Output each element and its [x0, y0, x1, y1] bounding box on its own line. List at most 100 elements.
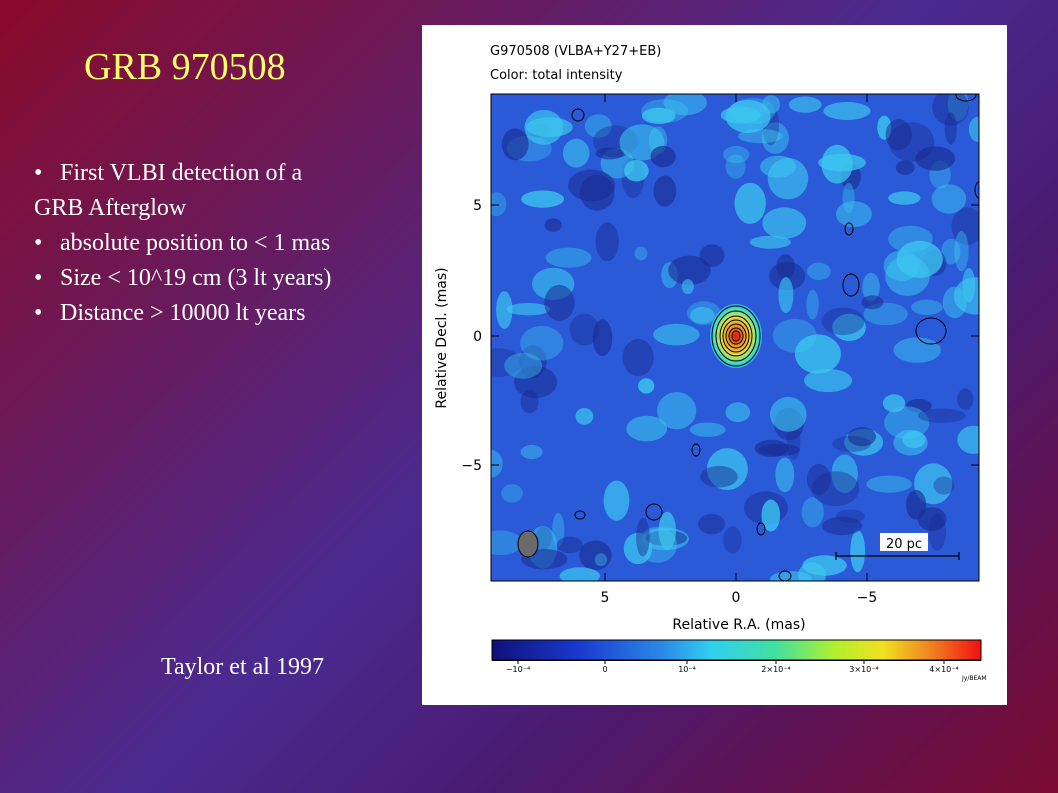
- noise-blob: [725, 154, 746, 179]
- noise-blob: [885, 255, 930, 296]
- contour: [955, 94, 977, 102]
- intensity-map: 20 pc: [491, 94, 979, 581]
- bullet-list: • First VLBI detection of a GRB Afterglow…: [34, 156, 414, 331]
- noise-blob: [954, 230, 969, 272]
- noise-blob: [519, 345, 547, 378]
- noise-blob: [723, 146, 750, 164]
- noise-blob: [584, 114, 612, 138]
- noise-blob: [491, 192, 507, 217]
- y-tick-label: 5: [473, 198, 482, 214]
- colorbar-tick-label: −10⁻⁴: [506, 665, 530, 674]
- noise-blob: [690, 307, 715, 324]
- noise-blob: [821, 307, 865, 336]
- noise-blob: [822, 516, 863, 536]
- contour: [719, 315, 753, 357]
- contour: [842, 273, 860, 297]
- noise-blob: [866, 475, 912, 493]
- figure-header-1: G970508 (VLBA+Y27+EB): [490, 44, 661, 59]
- noise-blob: [636, 517, 650, 557]
- noise-blob: [918, 408, 966, 423]
- source-halo: [710, 304, 762, 368]
- y-axis-label: Relative Decl. (mas): [434, 267, 450, 408]
- radio-map-svg: G970508 (VLBA+Y27+EB) Color: total inten…: [434, 44, 987, 682]
- contour: [844, 222, 854, 236]
- noise-blob: [928, 513, 946, 551]
- noise-blob: [884, 406, 930, 440]
- x-tick-label: 5: [601, 590, 610, 606]
- noise-blob: [915, 146, 956, 171]
- contour: [574, 510, 586, 520]
- noise-blob: [556, 536, 583, 554]
- noise-blob: [520, 325, 564, 361]
- noise-blob: [882, 394, 906, 413]
- noise-blob: [491, 530, 523, 555]
- noise-blob: [725, 402, 751, 423]
- contour: [722, 319, 750, 353]
- noise-blob: [968, 116, 979, 143]
- bullet-item: • absolute position to < 1 mas: [34, 226, 414, 261]
- noise-blob: [767, 157, 809, 200]
- noise-blob: [520, 444, 543, 460]
- noise-blob: [861, 295, 884, 310]
- noise-blob: [953, 277, 979, 315]
- noise-blob: [491, 449, 503, 478]
- noise-blob: [862, 272, 880, 302]
- noise-blob: [807, 262, 831, 281]
- noise-blob: [931, 184, 967, 214]
- bullet-item: • First VLBI detection of a: [34, 156, 414, 191]
- y-axis-ticks: [491, 204, 979, 466]
- colorbar-tick-label: 2×10⁻⁴: [761, 665, 790, 674]
- noise-pattern: [491, 94, 979, 581]
- noise-blob: [501, 128, 529, 161]
- noise-blob: [634, 246, 648, 261]
- noise-blob: [595, 147, 624, 160]
- noise-blob: [658, 511, 676, 550]
- noise-blob: [592, 319, 613, 357]
- noise-blob: [663, 94, 707, 116]
- radio-map-figure: G970508 (VLBA+Y27+EB) Color: total inten…: [422, 25, 1007, 705]
- contour: [731, 330, 741, 342]
- noise-blob: [653, 175, 677, 207]
- contour: [691, 443, 701, 457]
- noise-blob: [568, 169, 615, 202]
- noise-blob: [788, 96, 822, 113]
- contour: [974, 181, 979, 199]
- noise-blob: [626, 415, 668, 442]
- contours: [571, 94, 979, 581]
- noise-blob: [811, 471, 860, 507]
- bullet-item-continuation: GRB Afterglow: [34, 191, 414, 226]
- noise-blob: [622, 338, 654, 377]
- noise-blob: [758, 443, 800, 457]
- noise-blob: [804, 368, 853, 393]
- noise-blob: [638, 378, 655, 394]
- noise-blob: [906, 399, 932, 413]
- noise-blob: [941, 238, 961, 265]
- noise-blob: [521, 190, 564, 208]
- noise-blob: [888, 191, 921, 205]
- noise-blob: [842, 182, 855, 214]
- noise-blob: [734, 182, 766, 224]
- bullet-marker: •: [34, 230, 43, 256]
- noise-blob: [552, 513, 565, 547]
- noise-blob: [603, 480, 630, 521]
- noise-blob: [653, 323, 700, 346]
- contour: [756, 522, 766, 536]
- figure-header-2: Color: total intensity: [490, 68, 623, 83]
- noise-blob: [501, 484, 523, 503]
- noise-blob: [535, 526, 552, 550]
- y-tick-label: 0: [473, 329, 482, 345]
- noise-blob: [657, 392, 697, 430]
- noise-blob: [723, 526, 742, 554]
- beam-ellipse: [517, 530, 539, 558]
- colorbar: −10⁻⁴ 0 10⁻⁴ 2×10⁻⁴ 3×10⁻⁴ 4×10⁻⁴ Jy/BEA…: [491, 639, 987, 682]
- figure-credit: Taylor et al 1997: [161, 654, 324, 680]
- noise-blob: [526, 117, 573, 138]
- noise-blob: [962, 268, 976, 303]
- noise-blob: [775, 457, 795, 493]
- colorbar-gradient: [491, 639, 982, 661]
- noise-blob: [725, 100, 771, 133]
- scale-bar: 20 pc: [835, 533, 960, 560]
- noise-blob: [698, 513, 726, 535]
- noise-blob: [951, 207, 979, 245]
- noise-blob: [761, 499, 781, 532]
